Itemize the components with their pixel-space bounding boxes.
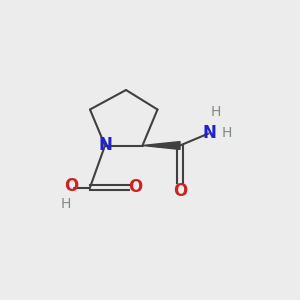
Text: H: H — [221, 127, 232, 140]
Text: O: O — [64, 177, 78, 195]
Text: H: H — [61, 197, 71, 211]
Text: H: H — [211, 106, 221, 119]
Text: N: N — [98, 136, 112, 154]
Text: O: O — [173, 182, 187, 200]
Polygon shape — [142, 142, 180, 149]
Text: O: O — [128, 178, 143, 196]
Text: N: N — [203, 124, 217, 142]
